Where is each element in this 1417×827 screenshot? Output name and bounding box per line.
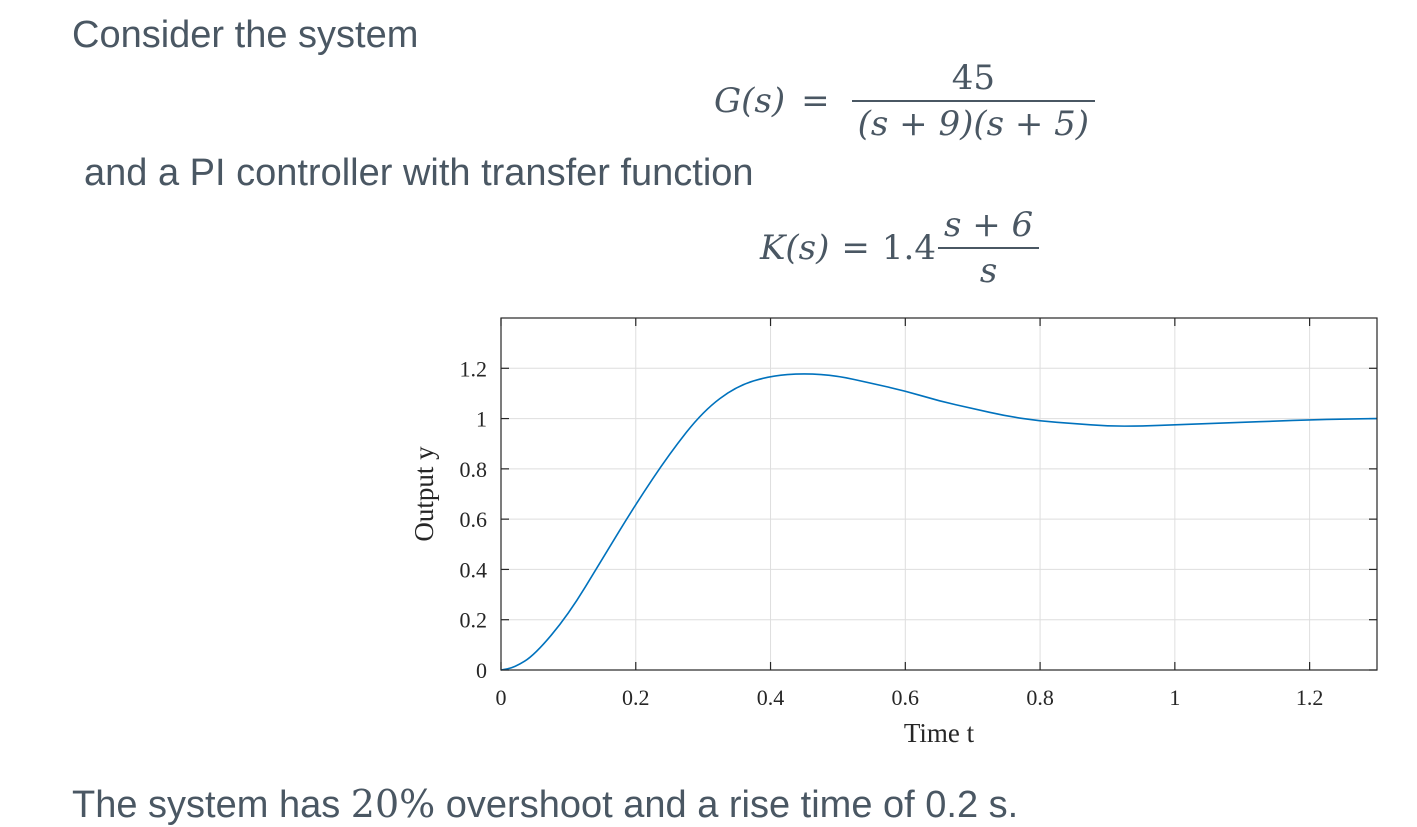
plot-frame [500,317,1378,671]
chart-grid [500,318,1377,671]
x-tick-label: 1.2 [1296,685,1324,710]
plant-equation: G(s) = 45 (s + 9)(s + 5) [714,58,1096,144]
plant-lhs: G(s) [714,80,786,121]
x-tick-label: 1 [1169,685,1180,710]
controller-fraction-bar [937,247,1040,249]
controller-lhs: K(s) [760,227,830,268]
x-axis-label: Time t [904,718,975,748]
step-response-chart: 0 0.2 0.4 0.6 0.8 1 1.2 0 0.2 0.4 0.6 0.8 1 1.2 Time … [409,317,1378,748]
plant-fraction-bar [851,100,1096,102]
y-tick-label: 0.8 [460,457,488,482]
y-axis-label: Output y [409,446,439,542]
controller-equation: K(s) = 1.4 s + 6 s [760,205,1040,291]
chart-tick-labels: 0 0.2 0.4 0.6 0.8 1 1.2 0 0.2 0.4 0.6 0.8 1 1.2 [460,356,1324,710]
conclusion-suffix: overshoot and a rise time of 0.2 s. [435,784,1019,826]
plant-equals: = [801,80,830,121]
x-tick-label: 0.6 [892,685,920,710]
x-tick-label: 0 [496,685,507,710]
intro-text: Consider the system [72,14,419,56]
y-tick-label: 1 [476,407,487,432]
y-tick-label: 0.6 [460,507,488,532]
y-tick-label: 0.2 [460,608,488,633]
conclusion-prefix: The system has [72,784,351,826]
controller-fraction: s + 6 s [937,205,1040,291]
chart-ticks [500,318,1377,671]
plant-numerator: 45 [951,58,995,98]
controller-denominator: s [979,250,998,291]
overshoot-percent: 20% [350,782,436,826]
conclusion-text: The system has 20% overshoot and a rise … [72,782,1018,827]
pi-intro-text: and a PI controller with transfer functi… [84,152,754,194]
plant-denominator: (s + 9)(s + 5) [857,103,1090,144]
controller-numerator: s + 6 [943,205,1034,245]
y-tick-label: 0 [476,658,487,683]
response-line [500,373,1378,671]
controller-gain: 1.4 [881,227,936,268]
y-tick-label: 1.2 [460,356,488,381]
x-tick-label: 0.2 [622,685,650,710]
y-tick-label: 0.4 [460,557,488,582]
plant-fraction: 45 (s + 9)(s + 5) [851,58,1096,144]
x-tick-label: 0.4 [757,685,785,710]
x-tick-label: 0.8 [1026,685,1054,710]
controller-equals: = [841,227,870,268]
